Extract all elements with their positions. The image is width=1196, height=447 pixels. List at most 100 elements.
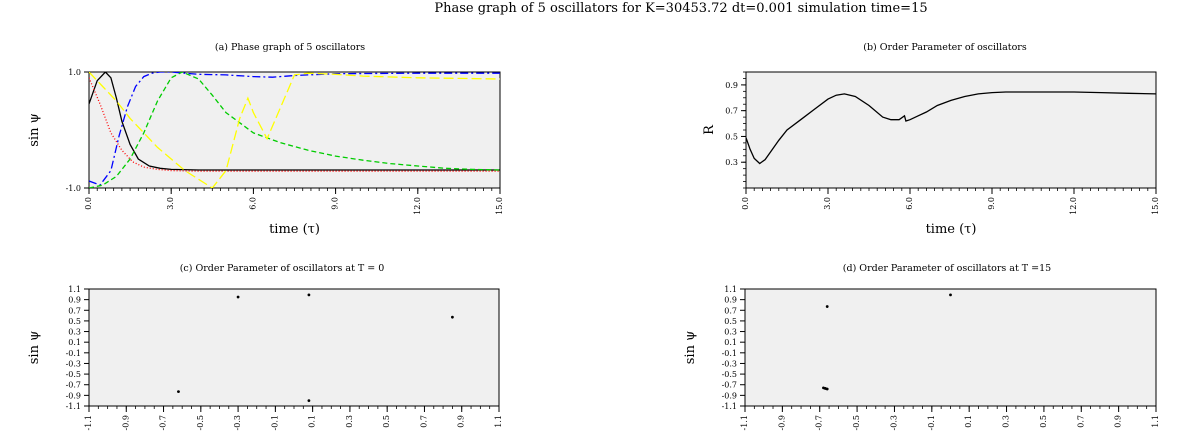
series-line-0 [89, 72, 500, 171]
chart-panel-b: (b) Order Parameter of oscillators 0.0 3.0… [702, 42, 1160, 237]
y-tick-label: -0.9 [722, 391, 737, 400]
x-tick-label: 0.3 [345, 415, 354, 428]
y-axis-label: sin ψ [27, 113, 42, 147]
x-axis-label: time (τ) [926, 222, 977, 237]
x-tick-label: 0.3 [1002, 415, 1011, 428]
x-tick-label: 15.0 [1151, 197, 1160, 215]
y-axis-label: R [702, 124, 717, 135]
y-tick-label: -0.1 [66, 349, 81, 358]
series-group [746, 91, 1156, 165]
y-tick-label: 0.5 [68, 317, 81, 326]
x-tick-label: 0.0 [84, 197, 93, 210]
x-tick-label: 0.0 [741, 197, 750, 210]
x-tick-label: 0.1 [964, 415, 973, 428]
x-tick-label: 1.1 [1151, 415, 1160, 428]
x-tick-label: -0.1 [927, 415, 936, 430]
y-tick-label: -0.5 [66, 370, 81, 379]
y-tick-label: -0.1 [722, 349, 737, 358]
y-tick-label: 0.5 [724, 317, 737, 326]
plot-area [744, 288, 1157, 407]
y-axis-label: sin ψ [27, 331, 42, 365]
y-axis-label: sin ψ [683, 331, 698, 365]
x-tick-label: 6.0 [905, 197, 914, 210]
x-tick-label: -1.1 [84, 415, 93, 430]
y-tick-label: 0.3 [68, 328, 81, 337]
x-tick-label: 0.5 [1039, 415, 1048, 428]
y-tick-label: 0.3 [724, 328, 737, 337]
plot-area [88, 288, 500, 407]
x-tick-label: 1.1 [494, 415, 503, 428]
chart-panel-c: (c) Order Parameter of oscillators at T … [27, 263, 503, 430]
scatter-point [307, 293, 311, 297]
series-line-2 [89, 72, 500, 186]
x-tick-label: -0.5 [852, 415, 861, 430]
y-tick-label: -0.3 [722, 359, 737, 368]
scatter-point [825, 387, 829, 391]
scatter-point [177, 390, 180, 394]
x-tick-label: 0.1 [308, 415, 317, 428]
panel-title: (d) Order Parameter of oscillators at T … [843, 263, 1051, 274]
y-tick-label: -1.1 [66, 402, 81, 411]
x-tick-label: 3.0 [823, 197, 832, 210]
plot-area [745, 71, 1157, 189]
scatter-point [451, 315, 454, 319]
y-tick-label: 0.9 [68, 296, 81, 305]
x-tick-label: -0.9 [777, 415, 786, 430]
x-tick-label: -0.5 [196, 415, 205, 430]
x-tick-label: -0.1 [270, 415, 279, 430]
chart-panel-a: (a) Phase graph of 5 oscillators 0.0 3.0 6.… [27, 42, 504, 237]
chart-panel-d: (d) Order Parameter of oscillators at T … [683, 263, 1160, 430]
scatter-point [825, 305, 829, 308]
x-tick-label: 9.0 [331, 197, 340, 210]
y-tick-label: -0.7 [66, 381, 81, 390]
scatter-point [307, 399, 311, 403]
y-tick-label: -0.5 [722, 370, 737, 379]
x-tick-label: 0.9 [1114, 415, 1123, 428]
scatter-point [949, 293, 952, 297]
x-tick-label: 12.0 [413, 197, 422, 215]
y-tick-label: 0.7 [725, 107, 738, 116]
x-axis-label: time (τ) [269, 222, 320, 237]
y-tick-label: 0.5 [725, 132, 738, 141]
panel-title: (c) Order Parameter of oscillators at T … [180, 263, 385, 274]
x-tick-label: 15.0 [495, 197, 504, 215]
series-line-0 [746, 91, 1156, 165]
y-tick-label: 0.7 [68, 306, 81, 315]
panel-title: (b) Order Parameter of oscillators [863, 42, 1027, 53]
y-tick-label: -1.1 [722, 402, 737, 411]
x-tick-label: -0.3 [889, 415, 898, 430]
series-line-4 [89, 72, 500, 188]
y-tick-label: 0.9 [725, 81, 738, 90]
y-tick-label: -0.9 [66, 391, 81, 400]
x-tick-label: -0.7 [815, 415, 824, 430]
figure-title: Phase graph of 5 oscillators for K=30453… [434, 1, 927, 16]
y-tick-label: -0.3 [66, 359, 81, 368]
plot-area [88, 71, 501, 189]
y-tick-label: 1.0 [68, 68, 81, 77]
x-tick-label: 0.7 [1076, 415, 1085, 428]
x-tick-label: 0.9 [457, 415, 466, 428]
y-tick-label: 0.9 [724, 296, 737, 305]
y-tick-label: 0.7 [724, 306, 737, 315]
panel-title: (a) Phase graph of 5 oscillators [215, 42, 365, 53]
x-tick-label: -0.9 [121, 415, 130, 430]
series-group [822, 293, 952, 391]
y-tick-label: 0.1 [724, 338, 737, 347]
x-tick-label: 0.5 [382, 415, 391, 428]
x-tick-label: -0.7 [159, 415, 168, 430]
panels: (a) Phase graph of 5 oscillators 0.0 3.0 6.… [27, 42, 1160, 430]
y-tick-label: -1.0 [66, 184, 81, 193]
x-tick-label: 9.0 [987, 197, 996, 210]
y-tick-label: 0.3 [725, 158, 738, 167]
y-tick-label: 1.1 [68, 285, 81, 294]
series-group [177, 293, 454, 403]
y-tick-label: 0.1 [68, 338, 81, 347]
series-line-3 [89, 72, 500, 188]
scatter-point [236, 295, 240, 299]
x-tick-label: -0.3 [233, 415, 242, 430]
x-tick-label: -1.1 [740, 415, 749, 430]
x-tick-label: 3.0 [166, 197, 175, 210]
series-group [89, 72, 500, 188]
x-tick-label: 12.0 [1069, 197, 1078, 215]
